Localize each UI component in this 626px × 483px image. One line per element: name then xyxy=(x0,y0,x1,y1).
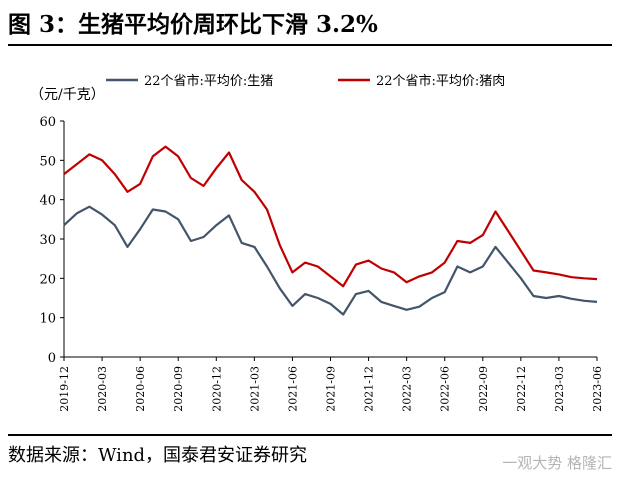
x-axis-ticks: 2019-12 2020-03 2020-06 2020-09 2020-12 2021-… xyxy=(58,357,604,412)
data-source-note: 数据来源：Wind，国泰君安证券研究 xyxy=(8,445,308,466)
chart-series xyxy=(63,145,598,316)
series-line-pig xyxy=(63,205,598,316)
y-tick-label: 20 xyxy=(39,272,56,287)
series-line-pork xyxy=(63,145,598,288)
x-tick-label: 2023-06 xyxy=(591,366,604,412)
x-tick-label: 2020-12 xyxy=(210,366,223,412)
x-tick-label: 2022-06 xyxy=(439,366,452,412)
x-tick-label: 2021-09 xyxy=(325,366,338,412)
x-tick-label: 2020-06 xyxy=(134,366,147,412)
figure-title: 图 3：生猪平均价周环比下滑 3.2% xyxy=(8,11,378,38)
x-tick-label: 2021-03 xyxy=(248,366,261,412)
x-tick-label: 2022-03 xyxy=(401,366,414,412)
x-tick-label: 2019-12 xyxy=(58,366,71,412)
y-axis-unit-label: （元/千克） xyxy=(30,87,105,103)
chart-axes xyxy=(63,121,597,358)
x-tick-label: 2021-12 xyxy=(363,366,376,412)
x-tick-label: 2022-12 xyxy=(515,366,528,412)
source-rule xyxy=(8,434,612,436)
x-tick-label: 2020-09 xyxy=(172,366,185,412)
legend-label-pig: 22个省市:平均价:生猪 xyxy=(144,73,273,89)
y-tick-label: 30 xyxy=(39,233,56,248)
y-tick-label: 40 xyxy=(39,194,56,209)
y-tick-label: 60 xyxy=(39,115,56,130)
x-tick-label: 2023-03 xyxy=(553,366,566,412)
x-tick-label: 2021-06 xyxy=(286,366,299,412)
line-chart: 22个省市:平均价:生猪 22个省市:平均价:猪肉 0102030405060 … xyxy=(39,73,604,412)
y-tick-label: 50 xyxy=(39,154,56,169)
chart-legend: 22个省市:平均价:生猪 22个省市:平均价:猪肉 xyxy=(106,73,505,89)
x-tick-label: 2022-09 xyxy=(477,366,490,412)
x-tick-label: 2020-03 xyxy=(96,366,109,412)
y-axis-ticks: 0 10 20 30 40 50 60 xyxy=(39,115,64,366)
watermark-logo: 一观大势 格隆汇 xyxy=(502,454,612,472)
legend-label-pork: 22个省市:平均价:猪肉 xyxy=(376,73,505,89)
y-tick-label: 10 xyxy=(39,312,56,327)
y-tick-label: 0 xyxy=(48,351,56,366)
title-rule xyxy=(8,44,612,46)
